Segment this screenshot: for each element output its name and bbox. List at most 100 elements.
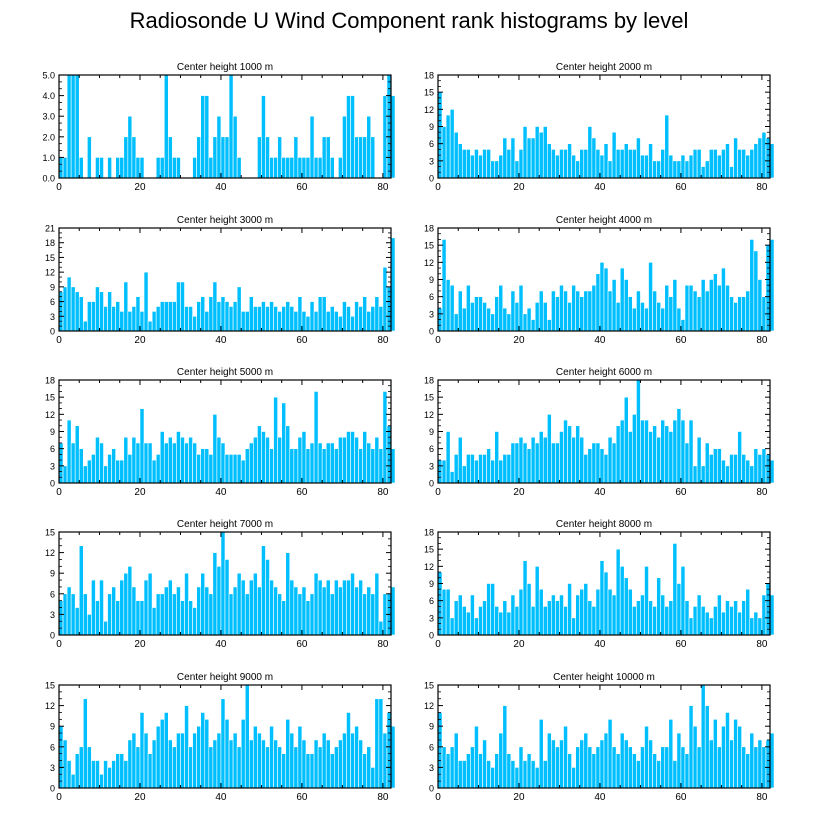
histogram-bar bbox=[607, 436, 613, 484]
histogram-bar bbox=[696, 746, 702, 789]
histogram-bar bbox=[366, 115, 372, 179]
histogram-bar bbox=[269, 448, 274, 484]
histogram-bar bbox=[58, 157, 64, 179]
histogram-bar bbox=[321, 448, 327, 484]
histogram-bar bbox=[176, 157, 181, 179]
histogram-bar bbox=[542, 302, 548, 332]
histogram-bar bbox=[200, 296, 206, 332]
histogram-bar bbox=[309, 115, 315, 179]
histogram-bar bbox=[212, 414, 218, 484]
histogram-bar bbox=[293, 311, 299, 332]
histogram-bar bbox=[713, 719, 718, 789]
histogram-bar bbox=[721, 611, 726, 636]
histogram-bar bbox=[350, 95, 355, 179]
histogram-bar bbox=[66, 276, 72, 332]
histogram-bar bbox=[688, 419, 694, 484]
histogram-bar bbox=[289, 732, 295, 789]
histogram-bar bbox=[453, 600, 459, 636]
histogram-bar bbox=[176, 586, 181, 636]
histogram-bar bbox=[704, 705, 710, 789]
histogram-bar bbox=[753, 746, 759, 789]
histogram-bar bbox=[692, 149, 698, 179]
histogram-bar bbox=[168, 579, 173, 636]
x-tick-label: 80 bbox=[756, 639, 768, 650]
histogram-bar bbox=[338, 739, 343, 789]
histogram-bar bbox=[542, 126, 548, 179]
histogram-bar bbox=[737, 431, 742, 484]
histogram-bar bbox=[95, 286, 100, 332]
x-tick-label: 60 bbox=[296, 487, 308, 498]
histogram-bar bbox=[482, 454, 487, 484]
histogram-bar bbox=[644, 154, 649, 179]
histogram-bar bbox=[713, 448, 718, 484]
histogram-bar bbox=[297, 436, 303, 484]
histogram-bar bbox=[599, 739, 605, 789]
histogram-bar bbox=[103, 760, 108, 789]
histogram-bar bbox=[627, 149, 633, 179]
histogram-bar bbox=[619, 419, 625, 484]
histogram-bar bbox=[224, 136, 230, 179]
x-tick-label: 80 bbox=[377, 792, 389, 803]
histogram-bar bbox=[713, 149, 718, 179]
histogram-bar bbox=[224, 559, 230, 636]
histogram-bar bbox=[482, 739, 487, 789]
histogram-bar bbox=[378, 698, 384, 789]
histogram-bar bbox=[478, 753, 483, 789]
histogram-bar bbox=[603, 143, 609, 179]
histogram-bar bbox=[119, 157, 125, 179]
histogram-panel-3: Center height 3000 m 0 20 40 60 80 0 3 6 9 12 15 18 2… bbox=[45, 215, 396, 346]
histogram-bar bbox=[652, 425, 657, 484]
y-tick-label: 15 bbox=[45, 253, 55, 263]
histogram-bar bbox=[466, 611, 471, 636]
histogram-bar bbox=[461, 149, 467, 179]
histogram-bar bbox=[155, 454, 161, 484]
histogram-bar bbox=[725, 465, 730, 484]
histogram-bar bbox=[668, 719, 674, 789]
histogram-bar bbox=[449, 617, 455, 636]
histogram-bar bbox=[765, 583, 771, 636]
histogram-bar bbox=[599, 154, 605, 179]
histogram-bar bbox=[506, 149, 512, 179]
histogram-bar bbox=[603, 571, 609, 636]
histogram-bar bbox=[378, 448, 384, 484]
histogram-bar bbox=[611, 442, 617, 484]
histogram-bar bbox=[745, 154, 751, 179]
histogram-bar bbox=[538, 719, 544, 789]
histogram-bar bbox=[470, 746, 475, 789]
y-tick-label: 9 bbox=[50, 282, 55, 292]
histogram-bar bbox=[457, 143, 463, 179]
histogram-bar bbox=[733, 600, 738, 636]
histogram-bar bbox=[672, 160, 678, 179]
x-tick-label: 0 bbox=[56, 792, 62, 803]
histogram-bar bbox=[382, 732, 388, 789]
x-tick-label: 40 bbox=[215, 792, 227, 803]
histogram-bar bbox=[204, 311, 210, 332]
histogram-bar bbox=[297, 296, 303, 332]
y-tick-label: 21 bbox=[45, 224, 55, 234]
histogram-bar bbox=[317, 442, 323, 484]
histogram-bar bbox=[131, 732, 137, 789]
histogram-bar bbox=[640, 746, 645, 789]
histogram-bar bbox=[265, 746, 270, 789]
y-tick-label: 18 bbox=[424, 528, 434, 538]
histogram-bar bbox=[632, 753, 637, 789]
histogram-bar bbox=[490, 583, 495, 636]
histogram-bar bbox=[656, 577, 661, 636]
histogram-bar bbox=[494, 160, 500, 179]
histogram-bar bbox=[579, 296, 585, 332]
histogram-bar bbox=[232, 586, 238, 636]
histogram-bar bbox=[127, 566, 133, 636]
histogram-bar bbox=[522, 313, 528, 332]
histogram-bar bbox=[370, 306, 376, 332]
histogram-bar bbox=[180, 600, 185, 636]
histogram-panel-1: Center height 1000 m 0 20 40 60 80 0.0 1.0 2.0 3.… bbox=[42, 62, 396, 193]
histogram-bar bbox=[615, 302, 621, 332]
histogram-bar bbox=[338, 315, 343, 332]
histogram-bar bbox=[390, 237, 396, 332]
histogram-bar bbox=[159, 719, 165, 789]
histogram-bar bbox=[486, 149, 491, 179]
histogram-bar bbox=[502, 600, 508, 636]
histogram-bar bbox=[297, 593, 303, 636]
histogram-bar bbox=[362, 431, 368, 484]
histogram-bar bbox=[567, 425, 572, 484]
